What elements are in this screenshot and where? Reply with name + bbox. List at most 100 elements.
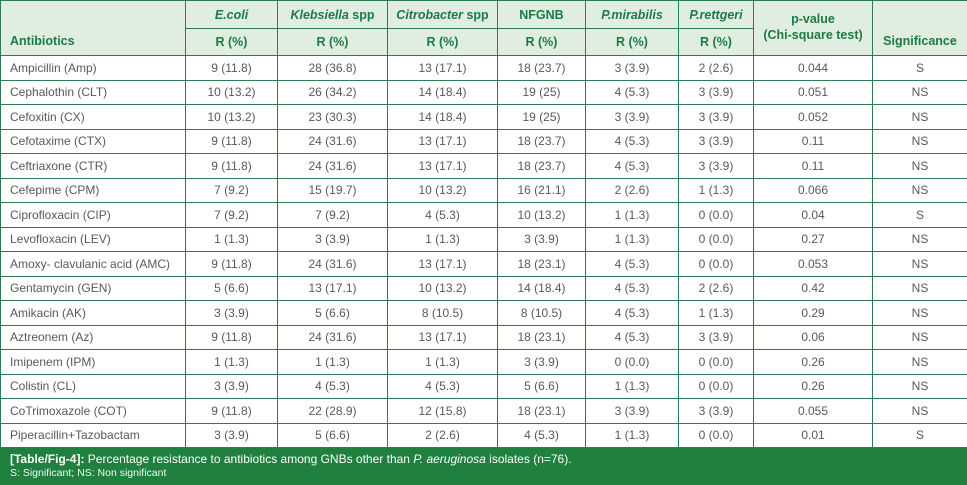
resistance-value-cell: 4 (5.3) [277,373,388,399]
p-value-cell: 0.29 [753,300,873,326]
resistance-value-cell: 13 (17.1) [387,251,498,277]
resistance-value-cell: 2 (2.6) [387,422,498,448]
resistance-value-cell: 1 (1.3) [277,349,388,375]
resistance-value-cell: 3 (3.9) [678,104,754,130]
header-row-organisms: Antibiotics E.coli Klebsiella spp Citrob… [0,0,967,56]
resistance-value-cell: 24 (31.6) [277,251,388,277]
resistance-value-cell: 10 (13.2) [387,177,498,203]
antibiotic-name-cell: Amikacin (AK) [0,300,186,326]
resistance-value-cell: 1 (1.3) [185,349,278,375]
p-value-cell: 0.11 [753,128,873,154]
resistance-value-cell: 18 (23.1) [497,398,586,424]
p-value-cell: 0.052 [753,104,873,130]
resistance-value-cell: 4 (5.3) [585,275,679,301]
p-value-cell: 0.044 [753,55,873,81]
resistance-value-cell: 0 (0.0) [678,251,754,277]
column-header-klebsiella: Klebsiella spp [277,0,388,29]
organism-suffix: spp [462,7,489,22]
resistance-value-cell: 1 (1.3) [678,177,754,203]
table-row: Ampicillin (Amp) 9 (11.8) 28 (36.8) 13 (17.… [0,55,967,81]
resistance-value-cell: 24 (31.6) [277,324,388,350]
significance-cell: NS [872,275,967,301]
caption-footnote: S: Significant; NS: Non significant [10,467,167,479]
resistance-value-cell: 0 (0.0) [678,422,754,448]
resistance-value-cell: 10 (13.2) [387,275,498,301]
resistance-value-cell: 13 (17.1) [387,55,498,81]
resistance-value-cell: 4 (5.3) [585,128,679,154]
resistance-value-cell: 9 (11.8) [185,153,278,179]
resistance-value-cell: 4 (5.3) [585,300,679,326]
column-header-significance: Significance [872,0,967,56]
antibiotic-name-cell: Imipenem (IPM) [0,349,186,375]
table-row: Colistin (CL) 3 (3.9) 4 (5.3) 4 (5.3) 5 (6.6… [0,373,967,399]
resistance-value-cell: 3 (3.9) [185,373,278,399]
caption-bar: [Table/Fig-4]: Percentage resistance to … [0,448,967,485]
subheader-r-percent: R (%) [185,28,278,56]
resistance-value-cell: 26 (34.2) [277,79,388,105]
resistance-value-cell: 18 (23.7) [497,153,586,179]
resistance-value-cell: 9 (11.8) [185,324,278,350]
resistance-value-cell: 0 (0.0) [678,349,754,375]
resistance-value-cell: 14 (18.4) [387,104,498,130]
antibiotic-name-cell: Cefoxitin (CX) [0,104,186,130]
significance-cell: NS [872,373,967,399]
antibiotic-name-cell: Cefotaxime (CTX) [0,128,186,154]
organism-name: P.mirabilis [601,7,663,22]
p-value-cell: 0.26 [753,349,873,375]
caption-text-after: isolates (n=76). [489,452,572,466]
resistance-value-cell: 18 (23.1) [497,251,586,277]
resistance-value-cell: 19 (25) [497,79,586,105]
p-value-cell: 0.06 [753,324,873,350]
resistance-value-cell: 28 (36.8) [277,55,388,81]
p-value-cell: 0.055 [753,398,873,424]
resistance-value-cell: 7 (9.2) [277,202,388,228]
significance-cell: S [872,55,967,81]
resistance-value-cell: 7 (9.2) [185,177,278,203]
table-row: Cefoxitin (CX) 10 (13.2) 23 (30.3) 14 (18.4… [0,104,967,130]
antibiotic-name-cell: Amoxy- clavulanic acid (AMC) [0,251,186,277]
table-row: Piperacillin+Tazobactam 3 (3.9) 5 (6.6) 2 (… [0,422,967,448]
column-header-antibiotics: Antibiotics [0,0,186,56]
caption-tag: [Table/Fig-4]: [10,452,85,466]
antibiotic-name-cell: Levofloxacin (LEV) [0,226,186,252]
resistance-value-cell: 4 (5.3) [387,202,498,228]
table-row: Cefotaxime (CTX) 9 (11.8) 24 (31.6) 13 (17.… [0,128,967,154]
subheader-r-percent: R (%) [387,28,498,56]
table-row: Levofloxacin (LEV) 1 (1.3) 3 (3.9) 1 (1.3) 3… [0,226,967,252]
table-row: CoTrimoxazole (COT) 9 (11.8) 22 (28.9) 12 (… [0,398,967,424]
table-header: Antibiotics E.coli Klebsiella spp Citrob… [0,0,967,56]
subheader-r-percent: R (%) [585,28,679,56]
antibiotic-name-cell: Ceftriaxone (CTR) [0,153,186,179]
significance-cell: NS [872,79,967,105]
resistance-value-cell: 4 (5.3) [585,324,679,350]
organism-name: Klebsiella [290,7,349,22]
column-header-pmirabilis: P.mirabilis [585,0,679,29]
significance-cell: S [872,202,967,228]
resistance-value-cell: 1 (1.3) [387,349,498,375]
resistance-value-cell: 4 (5.3) [585,153,679,179]
subheader-r-percent: R (%) [678,28,754,56]
column-header-nfgnb: NFGNB [497,0,586,29]
resistance-value-cell: 24 (31.6) [277,128,388,154]
resistance-value-cell: 8 (10.5) [387,300,498,326]
resistance-value-cell: 1 (1.3) [185,226,278,252]
resistance-value-cell: 3 (3.9) [497,349,586,375]
table-row: Gentamycin (GEN) 5 (6.6) 13 (17.1) 10 (13.2… [0,275,967,301]
resistance-value-cell: 0 (0.0) [678,226,754,252]
antibiotic-name-cell: Cefepime (CPM) [0,177,186,203]
resistance-value-cell: 3 (3.9) [277,226,388,252]
caption-text-before: Percentage resistance to antibiotics amo… [87,452,410,466]
resistance-value-cell: 1 (1.3) [585,373,679,399]
resistance-value-cell: 9 (11.8) [185,128,278,154]
table-row: Ceftriaxone (CTR) 9 (11.8) 24 (31.6) 13 (17… [0,153,967,179]
resistance-value-cell: 3 (3.9) [678,398,754,424]
resistance-value-cell: 1 (1.3) [678,300,754,326]
column-header-citrobacter: Citrobacter spp [387,0,498,29]
significance-cell: NS [872,128,967,154]
resistance-value-cell: 14 (18.4) [497,275,586,301]
resistance-table: Antibiotics E.coli Klebsiella spp Citrob… [0,0,967,448]
organism-suffix: NFGNB [519,7,564,22]
resistance-value-cell: 23 (30.3) [277,104,388,130]
resistance-value-cell: 5 (6.6) [497,373,586,399]
